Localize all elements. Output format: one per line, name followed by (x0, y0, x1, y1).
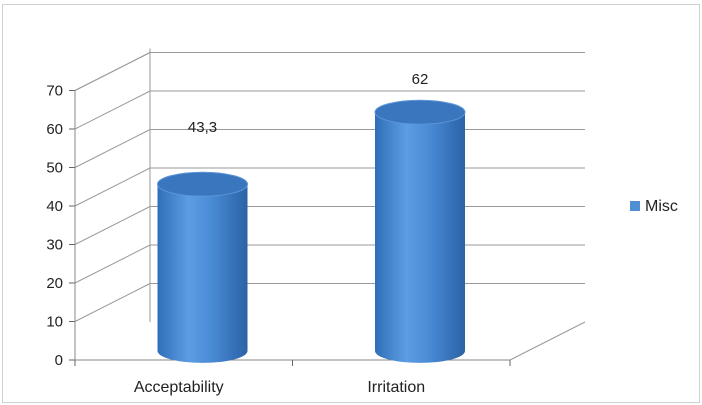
gridline-side-top (74, 52, 151, 91)
y-tick-label: 10 (46, 314, 63, 331)
labels-group: 0 10 20 30 40 50 60 70 43,3 Acceptability 62 Irrita… (46, 71, 428, 396)
bar-acceptability (157, 171, 248, 363)
bar-irritation (374, 99, 466, 363)
data-label: 62 (412, 71, 429, 88)
chart-frame (2, 4, 700, 403)
legend: Misc (630, 198, 678, 215)
legend-label: Misc (645, 198, 678, 215)
y-tick-label: 40 (46, 198, 63, 215)
y-tick-label: 30 (46, 237, 63, 254)
x-category-label: Irritation (367, 379, 425, 396)
bar-body (375, 112, 466, 363)
gridline-side (74, 206, 151, 245)
y-tick-label: 60 (46, 121, 63, 138)
bars-group (157, 99, 466, 363)
gridline-side (74, 167, 151, 207)
y-tick-label: 20 (46, 275, 63, 292)
gridline-side (74, 244, 151, 284)
gridline-side (74, 129, 151, 168)
gridline-side (74, 90, 151, 130)
bar-top (374, 99, 466, 125)
y-tick-label: 70 (46, 83, 63, 100)
floor-right-edge (509, 321, 586, 361)
legend-swatch (630, 201, 640, 211)
data-label: 43,3 (188, 119, 217, 136)
y-tick-label: 0 (55, 352, 63, 369)
chart-walls (69, 48, 586, 366)
y-tick-label: 50 (46, 160, 63, 177)
bar-body (157, 184, 248, 363)
bar-top (157, 171, 248, 197)
gridline-side (74, 283, 151, 322)
x-category-label: Acceptability (134, 379, 224, 396)
